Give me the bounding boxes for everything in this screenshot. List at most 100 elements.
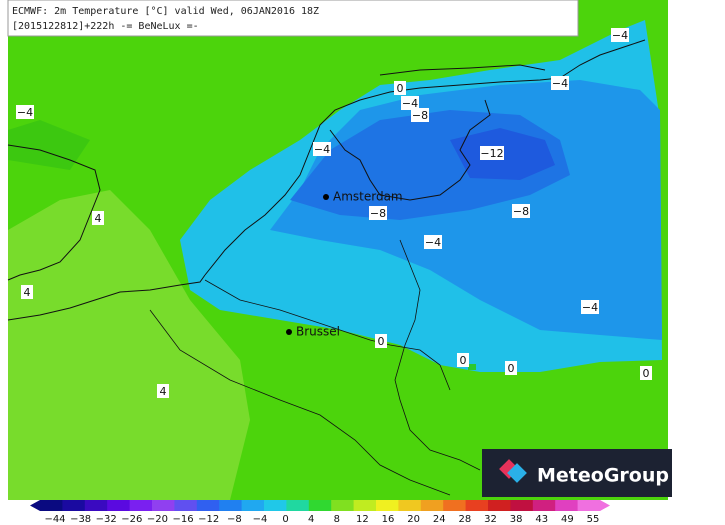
contour-label: 0 bbox=[378, 335, 385, 348]
colorbar-segment bbox=[331, 500, 355, 511]
colorbar-segment bbox=[107, 500, 131, 511]
contour-label: −4 bbox=[425, 236, 441, 249]
contour-label: −4 bbox=[612, 29, 628, 42]
contour-label: 0 bbox=[508, 362, 515, 375]
colorbar-segment bbox=[174, 500, 198, 511]
colorbar-label: −32 bbox=[96, 514, 117, 525]
contour-label: 0 bbox=[397, 82, 404, 95]
colorbar-segment bbox=[308, 500, 332, 511]
colorbar-segment bbox=[443, 500, 467, 511]
colorbar-label: 55 bbox=[587, 514, 600, 525]
contour-label-box bbox=[512, 204, 530, 218]
colorbar-segment bbox=[510, 500, 534, 511]
colorbar-segment bbox=[264, 500, 287, 511]
colorbar-label: 0 bbox=[282, 514, 288, 525]
contour-label: −8 bbox=[370, 207, 386, 220]
city-name: Brussel bbox=[296, 325, 340, 339]
contour-label-box bbox=[369, 206, 387, 220]
contour-label: 4 bbox=[95, 212, 102, 225]
contour-label-box bbox=[92, 211, 104, 225]
colorbar-label: −12 bbox=[198, 514, 219, 525]
colorbar-segment bbox=[555, 500, 579, 511]
contour-label: −4 bbox=[402, 97, 418, 110]
colorbar-segment bbox=[152, 500, 175, 511]
colorbar-segment bbox=[376, 500, 399, 511]
colorbar-label: −26 bbox=[121, 514, 142, 525]
colorbar-segment bbox=[286, 500, 310, 511]
contour-label: −8 bbox=[513, 205, 529, 218]
header-title: ECMWF: 2m Temperature [°C] valid Wed, 06… bbox=[12, 6, 319, 17]
colorbar-label: 12 bbox=[356, 514, 369, 525]
colorbar-segment bbox=[488, 500, 511, 511]
colorbar-segment bbox=[420, 500, 444, 511]
colorbar-label: −16 bbox=[173, 514, 194, 525]
colorbar-segment bbox=[577, 500, 601, 511]
colorbar-label: −38 bbox=[70, 514, 91, 525]
contour-label-box bbox=[640, 366, 652, 380]
colorbar-label: 43 bbox=[535, 514, 548, 525]
logo-icon bbox=[499, 459, 527, 483]
contour-label: 4 bbox=[24, 286, 31, 299]
colorbar-arrow-right bbox=[600, 500, 610, 511]
colorbar-segment bbox=[40, 500, 63, 511]
colorbar-label: 24 bbox=[433, 514, 446, 525]
contour-label-box bbox=[157, 384, 169, 398]
colorbar-segment bbox=[62, 500, 86, 511]
colorbar-label: −4 bbox=[253, 514, 268, 525]
colorbar-segment bbox=[219, 500, 243, 511]
colorbar-segment bbox=[84, 500, 108, 511]
contour-label-box bbox=[424, 235, 442, 249]
temperature-field bbox=[8, 0, 668, 500]
contour-label: 0 bbox=[643, 367, 650, 380]
colorbar-label: 8 bbox=[334, 514, 340, 525]
contour-label: −4 bbox=[17, 106, 33, 119]
colorbar-segment bbox=[129, 500, 153, 511]
colorbar-segment bbox=[532, 500, 556, 511]
city-name: Amsterdam bbox=[333, 190, 403, 204]
colorbar-label: 28 bbox=[459, 514, 472, 525]
colorbar-label: −44 bbox=[44, 514, 65, 525]
contour-label-box bbox=[551, 76, 569, 90]
header-box bbox=[7, 0, 579, 37]
colorbar-label: −8 bbox=[227, 514, 242, 525]
coastlines bbox=[7, 39, 646, 496]
colorbar-label: 38 bbox=[510, 514, 523, 525]
colorbar-segment bbox=[465, 500, 489, 511]
contour-label-box bbox=[457, 353, 469, 367]
logo-text: MeteoGroup bbox=[537, 465, 669, 487]
colorbar-label: 4 bbox=[308, 514, 314, 525]
contour-label-box bbox=[581, 300, 599, 314]
contour-label-box bbox=[16, 105, 34, 119]
contour-label-box bbox=[480, 146, 504, 160]
header-subtitle: [2015122812]+222h -= BeNeLux =- bbox=[12, 21, 199, 32]
contour-label: 0 bbox=[460, 354, 467, 367]
colorbar-segment bbox=[241, 500, 265, 511]
contour-label: 4 bbox=[160, 385, 167, 398]
contour-label: −4 bbox=[314, 143, 330, 156]
colorbar-label: 20 bbox=[407, 514, 420, 525]
colorbar-label: −20 bbox=[147, 514, 168, 525]
contour-label-box bbox=[401, 96, 419, 110]
contour-label-box bbox=[375, 334, 387, 348]
contour-label: −12 bbox=[480, 147, 503, 160]
contour-label: −4 bbox=[552, 77, 568, 90]
contour-label-box bbox=[411, 108, 429, 122]
colorbar-segment bbox=[353, 500, 377, 511]
colorbar-segment bbox=[196, 500, 220, 511]
colorbar-label: 32 bbox=[484, 514, 497, 525]
contour-label: −4 bbox=[582, 301, 598, 314]
colorbar-label: 16 bbox=[382, 514, 395, 525]
colorbar-arrow-left bbox=[30, 500, 40, 511]
contour-label-box bbox=[313, 142, 331, 156]
colorbar-segment bbox=[398, 500, 422, 511]
contour-label-box bbox=[21, 285, 33, 299]
contour-label: −8 bbox=[412, 109, 428, 122]
city-dot bbox=[286, 329, 292, 335]
contour-label-box bbox=[394, 81, 406, 95]
contour-label-box bbox=[505, 361, 517, 375]
contour-label-box bbox=[611, 28, 629, 42]
city-dot bbox=[323, 194, 329, 200]
colorbar-label: 49 bbox=[561, 514, 574, 525]
